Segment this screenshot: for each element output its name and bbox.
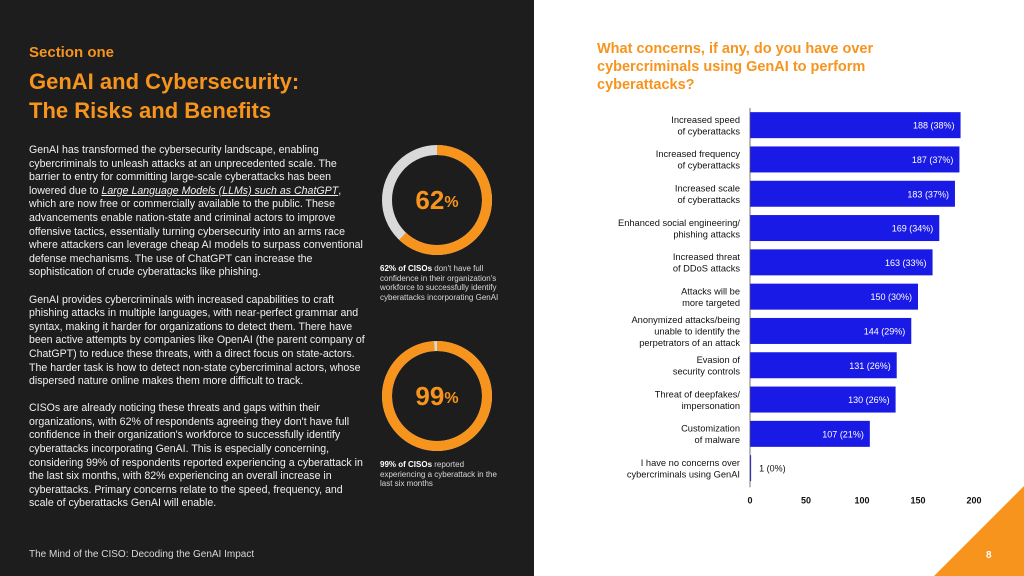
bar-value-label: 188 (38%) bbox=[913, 121, 955, 131]
bar-value-label: 187 (37%) bbox=[912, 155, 954, 165]
bar-value-label: 163 (33%) bbox=[885, 258, 927, 268]
category-label: Attacks will be bbox=[681, 286, 740, 296]
section-label: Section one bbox=[29, 44, 115, 61]
bar-value-label: 131 (26%) bbox=[849, 361, 891, 371]
bar bbox=[750, 180, 955, 207]
category-label: I have no concerns over bbox=[641, 458, 740, 468]
category-label: Increased scale bbox=[675, 184, 740, 194]
stat-99-value: 99 bbox=[415, 380, 445, 411]
page-title-line-1: GenAI and Cybersecurity: bbox=[29, 69, 300, 94]
page-title-line-2: The Risks and Benefits bbox=[29, 98, 272, 123]
x-tick-label: 200 bbox=[966, 495, 981, 505]
bar-value-label: 107 (21%) bbox=[822, 429, 864, 439]
bar bbox=[750, 455, 752, 482]
paragraph-3: CISOs are already noticing these threats… bbox=[29, 402, 363, 510]
category-label: Threat of deepfakes/ bbox=[655, 389, 741, 399]
category-label: of cyberattacks bbox=[677, 126, 740, 136]
stat-99-block: 99% 99% of CISOs reported experiencing a… bbox=[380, 339, 505, 489]
stat-62-block: 62% 62% of CISOs don't have full confide… bbox=[380, 143, 505, 302]
stat-62-ring: 62% bbox=[380, 143, 494, 257]
x-tick-label: 0 bbox=[747, 495, 752, 505]
bar bbox=[750, 112, 961, 139]
bar-value-label: 144 (29%) bbox=[864, 326, 906, 336]
bar-value-label: 1 (0%) bbox=[759, 464, 786, 474]
category-label: security controls bbox=[673, 367, 741, 377]
stat-99-ring: 99% bbox=[380, 339, 494, 453]
bar-value-label: 183 (37%) bbox=[907, 189, 949, 199]
chart-title: What concerns, if any, do you have over … bbox=[597, 41, 874, 93]
category-label: Increased frequency bbox=[656, 149, 741, 159]
x-tick-label: 100 bbox=[854, 495, 869, 505]
category-label: Enhanced social engineering/ bbox=[618, 218, 740, 228]
bar-value-label: 130 (26%) bbox=[848, 395, 890, 405]
ring-progress bbox=[382, 341, 492, 451]
stat-99-caption: 99% of CISOs reported experiencing a cyb… bbox=[380, 460, 497, 489]
x-tick-label: 150 bbox=[910, 495, 925, 505]
footer-text: The Mind of the CISO: Decoding the GenAI… bbox=[29, 549, 255, 560]
page-title: GenAI and Cybersecurity: The Risks and B… bbox=[29, 67, 369, 125]
category-label: unable to identify the bbox=[654, 326, 740, 336]
category-label: of DDoS attacks bbox=[673, 264, 741, 274]
x-tick-label: 50 bbox=[801, 495, 811, 505]
category-label: impersonation bbox=[682, 401, 740, 411]
bar bbox=[750, 215, 940, 242]
category-label: more targeted bbox=[682, 298, 740, 308]
ring-progress bbox=[382, 145, 492, 255]
stat-62-caption: 62% of CISOs don't have full confidence … bbox=[380, 264, 499, 302]
paragraph-2: GenAI provides cybercriminals with incre… bbox=[29, 293, 365, 388]
category-label: of malware bbox=[695, 435, 740, 445]
bar bbox=[750, 386, 896, 413]
category-label: Customization bbox=[681, 424, 740, 434]
category-label: of cyberattacks bbox=[677, 161, 740, 171]
bar bbox=[750, 146, 960, 173]
bar bbox=[750, 420, 870, 447]
bar bbox=[750, 352, 897, 379]
category-label: Increased threat bbox=[673, 252, 741, 262]
category-label: Anonymized attacks/being bbox=[631, 315, 740, 325]
stat-62-value: 62 bbox=[415, 184, 445, 215]
bar bbox=[750, 283, 918, 310]
left-panel: Section one GenAI and Cybersecurity: The… bbox=[0, 0, 534, 576]
category-label: phishing attacks bbox=[673, 229, 740, 239]
category-label: perpetrators of an attack bbox=[639, 338, 740, 348]
category-label: cybercriminals using GenAI bbox=[627, 469, 740, 479]
category-label: Increased speed bbox=[671, 115, 740, 125]
bar-value-label: 169 (34%) bbox=[892, 224, 934, 234]
category-label: of cyberattacks bbox=[677, 195, 740, 205]
bar bbox=[750, 317, 912, 344]
category-label: Evasion of bbox=[697, 355, 741, 365]
body-text: GenAI has transformed the cybersecurity … bbox=[29, 144, 370, 525]
bar-value-label: 150 (30%) bbox=[870, 292, 912, 302]
corner-accent bbox=[934, 486, 1024, 576]
page-number: 8 bbox=[986, 550, 992, 561]
paragraph-1: GenAI has transformed the cybersecurity … bbox=[29, 144, 363, 279]
bar bbox=[750, 249, 933, 276]
llm-link[interactable]: Large Language Models (LLMs) such as Cha… bbox=[101, 184, 339, 197]
